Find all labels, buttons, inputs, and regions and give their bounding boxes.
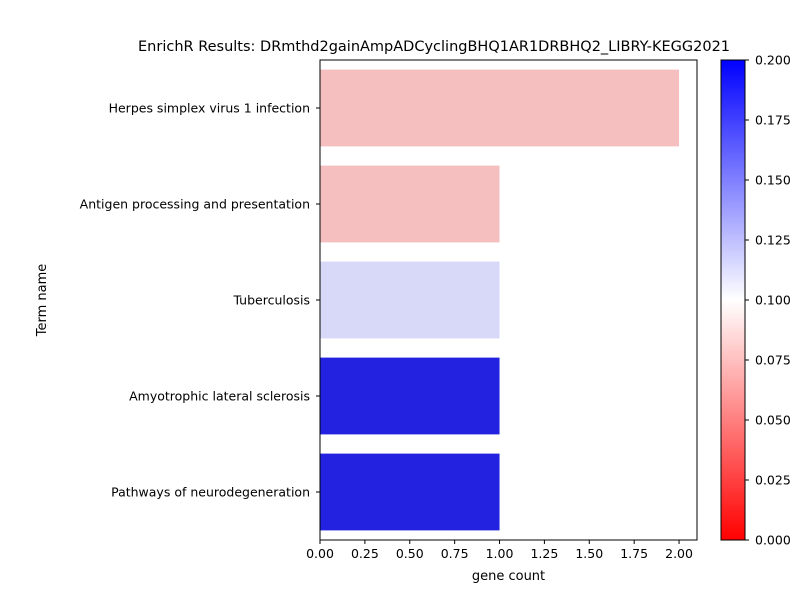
colorbar-tick-label: 0.025 <box>755 473 791 488</box>
x-tick-label: 0.00 <box>306 546 334 561</box>
colorbar-tick-label: 0.200 <box>755 53 791 68</box>
colorbar-tick-label: 0.050 <box>755 413 791 428</box>
bar <box>320 357 500 435</box>
y-tick-label: Pathways of neurodegeneration <box>111 485 310 500</box>
bar-group <box>320 69 680 531</box>
bar <box>320 453 500 531</box>
colorbar-tick-label: 0.000 <box>755 533 791 548</box>
bar <box>320 69 680 147</box>
colorbar-tick-label: 0.125 <box>755 233 791 248</box>
x-tick-label: 0.50 <box>396 546 424 561</box>
bar <box>320 165 500 243</box>
colorbar-ticks: 0.000 0.025 0.050 0.075 0.100 0.125 0.150 0.175… <box>745 53 791 548</box>
x-ticks: 0.00 0.25 0.50 0.75 1.00 1.25 1.50 1.75 2.00 <box>306 540 693 561</box>
x-tick-label: 2.00 <box>665 546 693 561</box>
plot-frame <box>319 59 698 541</box>
colorbar-tick-label: 0.150 <box>755 173 791 188</box>
colorbar-tick-label: 0.100 <box>755 293 791 308</box>
bar <box>320 261 500 339</box>
x-tick-label: 1.25 <box>530 546 558 561</box>
x-tick-label: 1.00 <box>486 546 514 561</box>
colorbar-tick-label: 0.075 <box>755 353 791 368</box>
x-tick-label: 1.75 <box>620 546 648 561</box>
x-tick-label: 0.25 <box>351 546 379 561</box>
x-tick-label: 1.50 <box>575 546 603 561</box>
colorbar <box>720 59 746 541</box>
y-tick-labels: Herpes simplex virus 1 infection Antigen … <box>80 101 320 500</box>
chart-title: EnrichR Results: DRmthd2gainAmpADCycling… <box>138 39 730 55</box>
y-axis-label: Term name <box>35 264 50 338</box>
y-tick-label: Herpes simplex virus 1 infection <box>109 101 310 116</box>
colorbar-tick-label: 0.175 <box>755 113 791 128</box>
x-tick-label: 0.75 <box>441 546 469 561</box>
x-axis-label: gene count <box>472 569 545 584</box>
y-tick-label: Antigen processing and presentation <box>80 197 310 212</box>
y-tick-label: Amyotrophic lateral sclerosis <box>129 389 310 404</box>
y-tick-label: Tuberculosis <box>232 293 310 308</box>
